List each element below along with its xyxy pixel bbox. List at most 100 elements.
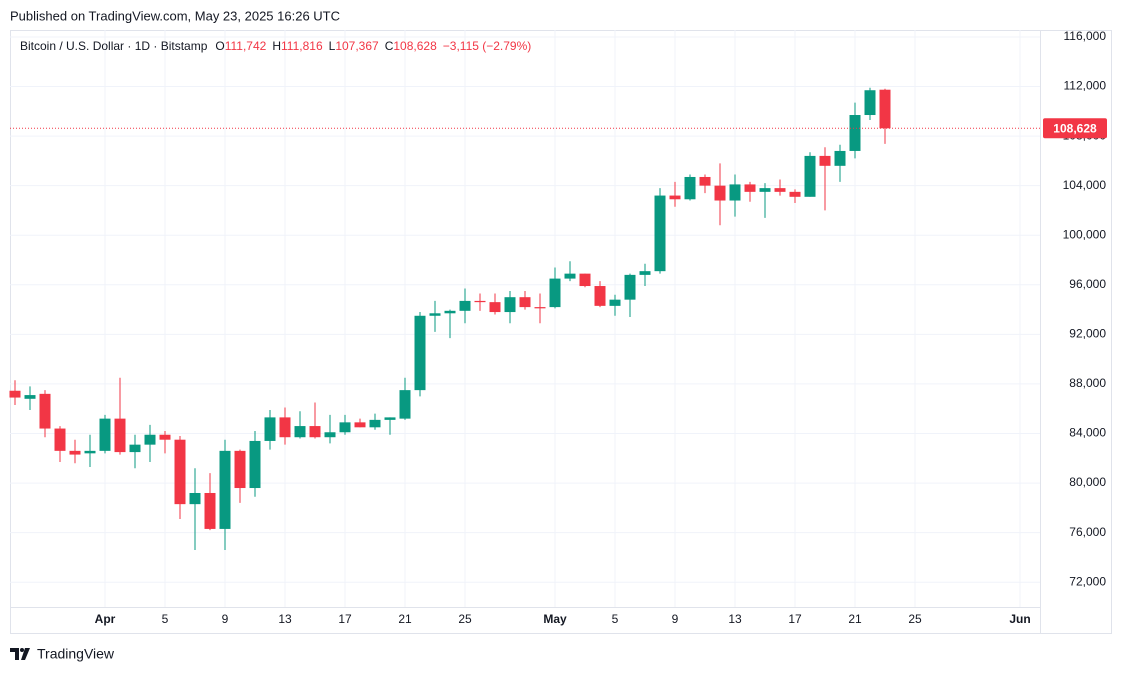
candle-body: [369, 419, 381, 428]
y-tick-label: 84,000: [1069, 426, 1106, 440]
x-tick-label: 17: [788, 612, 802, 626]
candle-body: [834, 150, 846, 166]
candle-body: [309, 426, 321, 438]
candle-body: [339, 422, 351, 433]
candle-body: [864, 90, 876, 116]
x-tick-label: 13: [278, 612, 292, 626]
candle-body: [429, 313, 441, 316]
candle-body: [654, 195, 666, 272]
x-tick-label: 13: [728, 612, 742, 626]
y-tick-label: 100,000: [1063, 227, 1107, 241]
y-tick-label: 116,000: [1064, 29, 1107, 43]
ohlc-key: C: [385, 39, 394, 53]
ohlc-key: O: [215, 39, 224, 53]
candle-body: [714, 185, 726, 201]
last-price-box: [1043, 118, 1107, 139]
y-tick-label: 112,000: [1064, 79, 1107, 93]
x-tick-label: 21: [848, 612, 862, 626]
x-tick-label: 9: [222, 612, 229, 626]
candle-body: [354, 422, 366, 428]
candle-body: [234, 450, 246, 489]
ohlc-value: 107,367: [335, 39, 379, 53]
candle-body: [624, 274, 636, 300]
candle-body: [804, 155, 816, 197]
y-tick-label: 72,000: [1069, 574, 1106, 588]
candle-body: [84, 450, 96, 454]
last-price-label: 108,628: [1053, 121, 1097, 135]
candle-body: [759, 188, 771, 192]
candle-body: [54, 428, 66, 451]
axes: 72,000 76,000 80,000 84,000 88,000 92,000 96,0…: [95, 29, 1107, 626]
candle-body: [114, 418, 126, 453]
candle-body: [849, 115, 861, 151]
y-tick-label: 104,000: [1063, 178, 1107, 192]
candle-body: [684, 176, 696, 200]
candle-body: [99, 418, 111, 451]
y-tick-label: 92,000: [1069, 327, 1106, 341]
candle-body: [504, 297, 516, 313]
candle-body: [549, 278, 561, 308]
x-tick-label: 5: [162, 612, 169, 626]
candle-body: [609, 299, 621, 306]
candle-body: [9, 390, 21, 398]
candle-body: [639, 271, 651, 275]
candle-body: [519, 297, 531, 308]
candle-body: [474, 300, 486, 303]
candle-body: [39, 393, 51, 429]
candle-body: [669, 195, 681, 200]
candle-body: [414, 315, 426, 391]
y-tick-label: 88,000: [1069, 376, 1106, 390]
candle-body: [189, 492, 201, 505]
candle-body: [819, 155, 831, 166]
candles: [9, 87, 1040, 550]
candle-body: [24, 395, 36, 399]
x-tick-label: Apr: [95, 612, 116, 626]
candle-body: [144, 434, 156, 445]
y-tick-label: 76,000: [1069, 525, 1106, 539]
y-tick-label: 80,000: [1069, 475, 1106, 489]
ohlc-value: 108,628: [393, 39, 437, 53]
brand-logo: TradingView: [10, 646, 115, 662]
ohlc-key: H: [272, 39, 281, 53]
x-tick-label: 25: [908, 612, 922, 626]
x-tick-label: 5: [612, 612, 619, 626]
candle-body: [384, 417, 396, 420]
ohlc-value: 111,742: [225, 39, 267, 53]
candle-body: [249, 440, 261, 489]
candle-body: [69, 450, 81, 455]
candle-body: [204, 492, 216, 529]
candle-body: [579, 273, 591, 287]
candle-body: [279, 417, 291, 438]
x-tick-label: 25: [458, 612, 472, 626]
candle-body: [459, 300, 471, 311]
candle-body: [744, 184, 756, 192]
frame: [10, 30, 1112, 634]
candle-body: [699, 176, 711, 186]
candle-body: [594, 286, 606, 306]
candle-body: [564, 273, 576, 279]
candle-body: [324, 432, 336, 438]
y-tick-label: 96,000: [1069, 277, 1106, 291]
candle-body: [534, 307, 546, 309]
x-tick-label: Jun: [1009, 612, 1030, 626]
candle-body: [489, 302, 501, 313]
candle-body: [789, 191, 801, 197]
ohlc-key: L: [329, 39, 336, 53]
candle-body: [264, 417, 276, 441]
published-note: Published on TradingView.com, May 23, 20…: [10, 8, 340, 23]
candle-body: [219, 450, 231, 529]
x-tick-label: 9: [672, 612, 679, 626]
candle-body: [729, 184, 741, 201]
candle-body: [879, 89, 891, 129]
legend-header: Bitcoin / U.S. Dollar · 1D · Bitstamp O11…: [20, 39, 531, 53]
symbol-title: Bitcoin / U.S. Dollar · 1D · Bitstamp: [20, 39, 208, 53]
brand: TradingView: [37, 646, 115, 662]
x-tick-label: 17: [338, 612, 352, 626]
candle-body: [129, 444, 141, 453]
candle-body: [174, 439, 186, 505]
ohlc-value: 111,816: [281, 39, 323, 53]
x-tick-label: May: [543, 612, 567, 626]
candle-body: [774, 188, 786, 192]
grid: [10, 30, 1040, 607]
